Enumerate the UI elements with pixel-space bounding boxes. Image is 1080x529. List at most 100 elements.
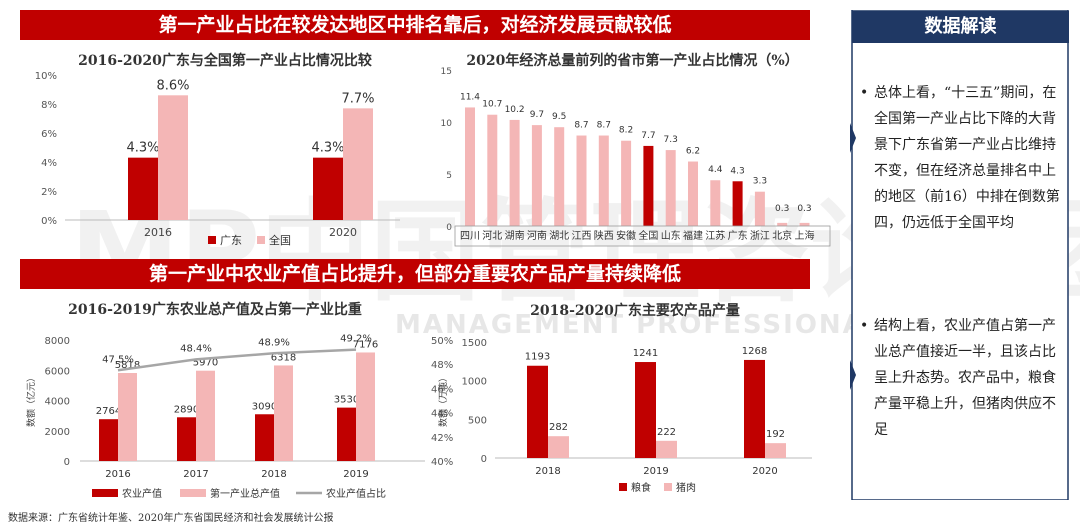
- chart3-share-label: 47.5%: [102, 354, 134, 365]
- chart3-y2-tick: 44%: [431, 409, 453, 420]
- panel-arrow-icon: [850, 123, 856, 153]
- chart4-data-label: 1241: [633, 348, 658, 359]
- chart3-x-tick: 2016: [105, 469, 130, 480]
- chart2-x-tick: 福建: [683, 229, 703, 242]
- chart2-bar: [509, 119, 520, 226]
- chart2-x-tick: 湖北: [549, 230, 569, 242]
- chart4-y-tick: 0: [481, 454, 487, 465]
- chart4-x-tick: 2020: [752, 466, 777, 477]
- chart4-bar: [527, 365, 548, 458]
- chart3-bar: [177, 417, 196, 461]
- chart3-data-label: 5970: [193, 358, 218, 369]
- chart2-bar: [643, 145, 654, 226]
- chart1-title: 2016-2020广东与全国第一产业占比情况比较: [78, 53, 372, 69]
- chart1-bar: [313, 157, 343, 220]
- chart4-data-label: 1193: [525, 352, 550, 363]
- chart2-data-label: 9.7: [530, 110, 544, 120]
- chart2-x-tick: 山东: [661, 229, 681, 242]
- chart3-share-label: 49.2%: [340, 334, 372, 345]
- bullet-structure-text: 结构上看，农业产值占第一产业总产值接近一半，且该占比呈上升态势。农产品中，粮食产…: [874, 318, 1056, 438]
- chart2-data-label: 10.7: [482, 100, 502, 110]
- chart2-bar: [487, 114, 498, 226]
- chart1-y-tick: 10%: [35, 71, 57, 82]
- chart2-x-tick: 江苏: [705, 229, 725, 242]
- chart3-bar: [274, 365, 293, 461]
- chart3-y2-tick: 42%: [431, 433, 453, 444]
- chart2-x-tick: 四川: [460, 231, 480, 242]
- chart2-y-tick: 5: [446, 171, 452, 181]
- chart3-data-label: 7176: [353, 339, 378, 350]
- chart2-x-tick: 上海: [795, 229, 815, 242]
- chart2-bar: [531, 125, 542, 226]
- chart2-bar: [554, 127, 565, 226]
- chart2-x-tick: 安徽: [616, 229, 636, 242]
- chart3-legend-label: 第一产业总产值: [210, 487, 280, 500]
- chart3-title: 2016-2019广东农业总产值及占第一产业比重: [68, 302, 362, 318]
- chart1-y-tick: 4%: [41, 158, 57, 169]
- chart2-bar: [665, 150, 676, 226]
- chart2-bar: [576, 135, 587, 226]
- chart3-share-label: 48.9%: [258, 337, 290, 348]
- bullet-dot-icon: •: [860, 85, 869, 101]
- chart3-y-tick: 2000: [45, 427, 70, 438]
- chart2-x-tick: 湖南: [505, 229, 525, 242]
- chart4-data-label: 282: [549, 422, 568, 433]
- chart3-bar: [255, 414, 274, 461]
- chart3-data-label: 3530: [334, 395, 359, 406]
- chart3-legend-label: 农业产值占比: [326, 487, 386, 500]
- bullet-overall: • 总体上看，“十三五”期间，在全国第一产业占比下降的大背景下广东省第一产业占比…: [860, 80, 1060, 236]
- chart2-x-tick: 全国: [638, 229, 658, 242]
- chart2-bar: [710, 180, 721, 226]
- chart4-bar: [744, 359, 765, 458]
- chart2-data-label: 4.3: [730, 166, 744, 176]
- chart4-x-tick: 2018: [535, 466, 560, 477]
- chart2-y-tick: 15: [441, 67, 452, 77]
- chart4-legend-label: 粮食: [631, 481, 651, 494]
- chart1-bar: [158, 95, 188, 220]
- chart1-x-tick: 2016: [144, 226, 172, 239]
- bullet-structure: • 结构上看，农业产值占第一产业总产值接近一半，且该占比呈上升态势。农产品中，粮…: [860, 313, 1060, 443]
- chart3-x-tick: 2019: [343, 469, 368, 480]
- data-source-footnote: 数据来源：广东省统计年鉴、2020年广东省国民经济和社会发展统计公报: [8, 513, 334, 524]
- chart3-share-line: [117, 348, 357, 372]
- chart3-y2-tick: 50%: [431, 336, 453, 347]
- chart4-bar: [548, 436, 569, 458]
- chart1-y-tick: 6%: [41, 129, 57, 140]
- chart1-data-label: 4.3%: [311, 141, 344, 156]
- chart2-x-tick: 陕西: [594, 229, 614, 242]
- chart3-bar: [118, 373, 137, 461]
- chart4-legend-label: 猪肉: [676, 481, 696, 494]
- chart2-bar: [465, 107, 475, 226]
- panel-background: [851, 10, 1069, 500]
- chart2-title: 2020年经济总量前列的省市第一产业占比情况（%）: [466, 53, 799, 69]
- chart3-y-tick: 6000: [45, 366, 70, 377]
- chart4-bar: [635, 362, 656, 458]
- top-banner: 第一产业占比在较发达地区中排名靠后，对经济发展贡献较低: [20, 10, 810, 40]
- chart1-bar: [343, 108, 373, 220]
- chart2-category-box: [454, 225, 831, 247]
- chart2-x-tick: 浙江: [750, 230, 770, 242]
- chart4-legend-swatch: [664, 483, 672, 491]
- chart2-y-tick: 10: [441, 119, 453, 129]
- chart1-legend-label: 全国: [269, 233, 291, 247]
- chart4-bar: [656, 440, 677, 458]
- chart1-bar: [128, 157, 158, 220]
- chart3-legend-label: 农业产值: [122, 487, 162, 500]
- chart3-share-label: 48.4%: [180, 343, 212, 354]
- chart4-legend-swatch: [619, 483, 627, 491]
- chart2-x-tick: 北京: [772, 229, 792, 242]
- chart3-y2-tick: 48%: [431, 360, 453, 371]
- chart3-legend-swatch: [180, 489, 206, 497]
- chart2-data-label: 0.3: [797, 204, 811, 214]
- chart4-bar: [765, 443, 786, 458]
- chart2-x-tick: 广东: [728, 229, 748, 242]
- chart2-data-label: 7.3: [664, 135, 678, 145]
- chart3-data-label: 5818: [115, 360, 140, 371]
- chart3-y2-tick: 40%: [431, 457, 453, 468]
- chart2-bar: [732, 181, 743, 226]
- chart4-y-tick: 1500: [462, 338, 487, 349]
- bullet-overall-text: 总体上看，“十三五”期间，在全国第一产业占比下降的大背景下广东省第一产业占比维持…: [874, 85, 1060, 231]
- chart2-data-label: 10.2: [505, 105, 525, 115]
- chart3-y2-tick: 46%: [431, 384, 453, 395]
